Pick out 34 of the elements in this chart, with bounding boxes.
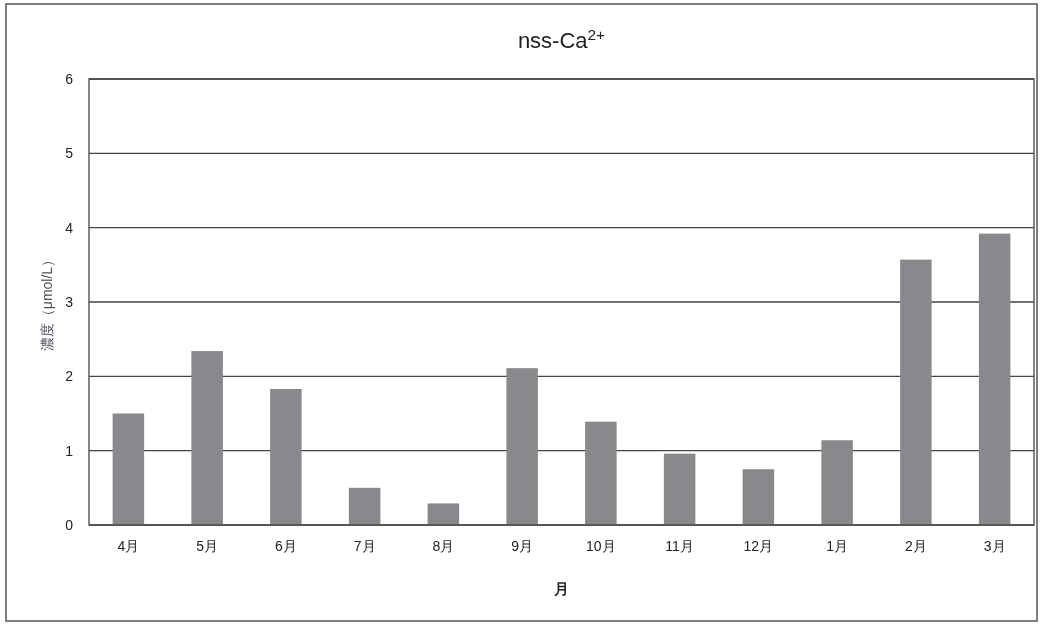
y-tick-label: 0 [65,517,74,533]
x-tick-label: 12月 [743,538,774,554]
x-tick-label: 3月 [983,538,1006,554]
y-tick-label: 4 [65,219,74,236]
bar [348,487,381,525]
bar [506,368,538,525]
x-tick-label: 10月 [586,538,616,554]
bar [821,440,853,525]
bar [191,351,223,525]
x-tick-label: 11月 [665,538,694,554]
bar [900,259,932,525]
y-tick-label: 1 [65,442,74,459]
y-tick-label: 3 [65,294,74,310]
bar [270,388,302,525]
x-tick-label: 5月 [196,538,219,554]
chart-title: nss-Ca$^{2+}$ [517,25,606,53]
x-tick-label: 9月 [511,538,534,554]
bar [427,503,460,525]
x-axis-title: 月 [553,580,569,597]
y-tick-label: 2 [65,368,74,385]
bar [742,469,775,525]
bar [978,233,1011,525]
x-tick-label: 6月 [274,538,297,554]
y-axis-title: 濃度（μmol/L） [39,252,55,352]
x-tick-label: 4月 [117,538,140,554]
x-tick-label: 8月 [432,538,455,554]
bar [112,413,145,525]
x-tick-label: 2月 [904,538,927,554]
y-tick-label: 6 [65,71,74,87]
bar [585,421,617,525]
x-tick-label: 7月 [353,538,376,554]
y-tick-label: 5 [65,145,74,162]
bar [663,453,696,525]
x-tick-label: 1月 [826,538,849,554]
